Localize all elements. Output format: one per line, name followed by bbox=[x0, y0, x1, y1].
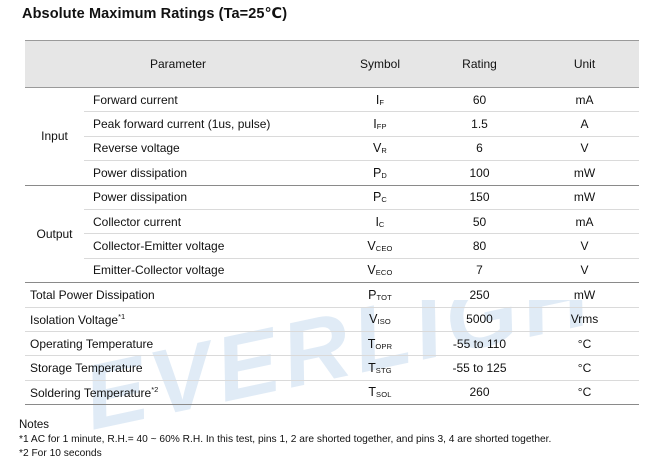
ratings-table: Parameter Symbol Rating Unit Input Forwa… bbox=[25, 40, 639, 406]
unit-value: Vrms bbox=[530, 307, 639, 332]
symbol-cell: PD bbox=[331, 160, 429, 186]
rating-value: -55 to 125 bbox=[429, 355, 530, 381]
notes-heading: Notes bbox=[19, 419, 50, 431]
param-name: Collector-Emitter voltage bbox=[84, 233, 331, 259]
table-row: Collector current IC 50 mA bbox=[25, 209, 639, 235]
rating-value: 100 bbox=[429, 160, 530, 186]
rating-value: 5000 bbox=[429, 307, 530, 332]
unit-value: V bbox=[530, 136, 639, 162]
unit-value: A bbox=[530, 111, 639, 137]
table-row: Operating Temperature TOPR -55 to 110 °C bbox=[25, 331, 639, 357]
rating-value: 7 bbox=[429, 258, 530, 284]
table-row: Input Forward current IF 60 mA bbox=[25, 87, 639, 186]
symbol-cell: TSOL bbox=[331, 380, 429, 406]
rating-value: -55 to 110 bbox=[429, 331, 530, 357]
unit-value: mA bbox=[530, 87, 639, 113]
unit-value: mA bbox=[530, 209, 639, 235]
notes-section: Notes *1 AC for 1 minute, R.H.= 40 ~ 60%… bbox=[19, 418, 551, 461]
unit-value: °C bbox=[530, 331, 639, 357]
group-label-output: Output bbox=[25, 185, 84, 284]
unit-value: °C bbox=[530, 380, 639, 406]
section-title: Absolute Maximum Ratings (Ta=25℃) bbox=[22, 6, 288, 22]
table-row: Storage Temperature TSTG -55 to 125 °C bbox=[25, 355, 639, 381]
param-name: Reverse voltage bbox=[84, 136, 331, 162]
rating-value: 150 bbox=[429, 185, 530, 210]
table-row: Soldering Temperature*2 TSOL 260 °C bbox=[25, 380, 639, 406]
param-name: Power dissipation bbox=[84, 160, 331, 186]
unit-value: mW bbox=[530, 160, 639, 186]
symbol-cell: IF bbox=[331, 87, 429, 113]
param-name: Total Power Dissipation bbox=[25, 282, 331, 308]
unit-value: mW bbox=[530, 185, 639, 210]
symbol-cell: PC bbox=[331, 185, 429, 210]
header-parameter: Parameter bbox=[25, 40, 331, 88]
table-row: Peak forward current (1us, pulse) IFP 1.… bbox=[25, 111, 639, 137]
param-name: Peak forward current (1us, pulse) bbox=[84, 111, 331, 137]
table-header-row: Parameter Symbol Rating Unit bbox=[25, 40, 639, 88]
note-1: *1 AC for 1 minute, R.H.= 40 ~ 60% R.H. … bbox=[19, 434, 552, 445]
param-name: Forward current bbox=[84, 87, 331, 113]
note-2: *2 For 10 seconds bbox=[19, 448, 102, 459]
rating-value: 260 bbox=[429, 380, 530, 406]
rating-value: 250 bbox=[429, 282, 530, 308]
rating-value: 60 bbox=[429, 87, 530, 113]
table-row: Collector-Emitter voltage VCEO 80 V bbox=[25, 233, 639, 259]
table-row: Reverse voltage VR 6 V bbox=[25, 136, 639, 162]
param-name: Collector current bbox=[84, 209, 331, 235]
symbol-cell: PTOT bbox=[331, 282, 429, 308]
unit-value: °C bbox=[530, 355, 639, 381]
symbol-cell: VCEO bbox=[331, 233, 429, 259]
symbol-cell: VISO bbox=[331, 307, 429, 332]
param-name: Power dissipation bbox=[84, 185, 331, 210]
group-label-input: Input bbox=[25, 87, 84, 186]
param-name: Operating Temperature bbox=[25, 331, 331, 357]
rating-value: 50 bbox=[429, 209, 530, 235]
table-row: Total Power Dissipation PTOT 250 mW bbox=[25, 282, 639, 308]
symbol-cell: TOPR bbox=[331, 331, 429, 357]
param-name: Storage Temperature bbox=[25, 355, 331, 381]
table-row: Emitter-Collector voltage VECO 7 V bbox=[25, 258, 639, 284]
table-row: Power dissipation PD 100 mW bbox=[25, 160, 639, 186]
unit-value: mW bbox=[530, 282, 639, 308]
header-unit: Unit bbox=[530, 40, 639, 88]
symbol-cell: IC bbox=[331, 209, 429, 235]
rating-value: 6 bbox=[429, 136, 530, 162]
unit-value: V bbox=[530, 233, 639, 259]
symbol-cell: VR bbox=[331, 136, 429, 162]
unit-value: V bbox=[530, 258, 639, 284]
symbol-cell: IFP bbox=[331, 111, 429, 137]
header-rating: Rating bbox=[429, 40, 530, 88]
symbol-cell: TSTG bbox=[331, 355, 429, 381]
table-row: Isolation Voltage*1 VISO 5000 Vrms bbox=[25, 307, 639, 332]
rating-value: 1.5 bbox=[429, 111, 530, 137]
param-name: Isolation Voltage*1 bbox=[25, 307, 331, 332]
symbol-cell: VECO bbox=[331, 258, 429, 284]
table-row: Output Power dissipation PC 150 mW bbox=[25, 185, 639, 284]
rating-value: 80 bbox=[429, 233, 530, 259]
header-symbol: Symbol bbox=[331, 40, 429, 88]
param-name: Soldering Temperature*2 bbox=[25, 380, 331, 406]
param-name: Emitter-Collector voltage bbox=[84, 258, 331, 284]
